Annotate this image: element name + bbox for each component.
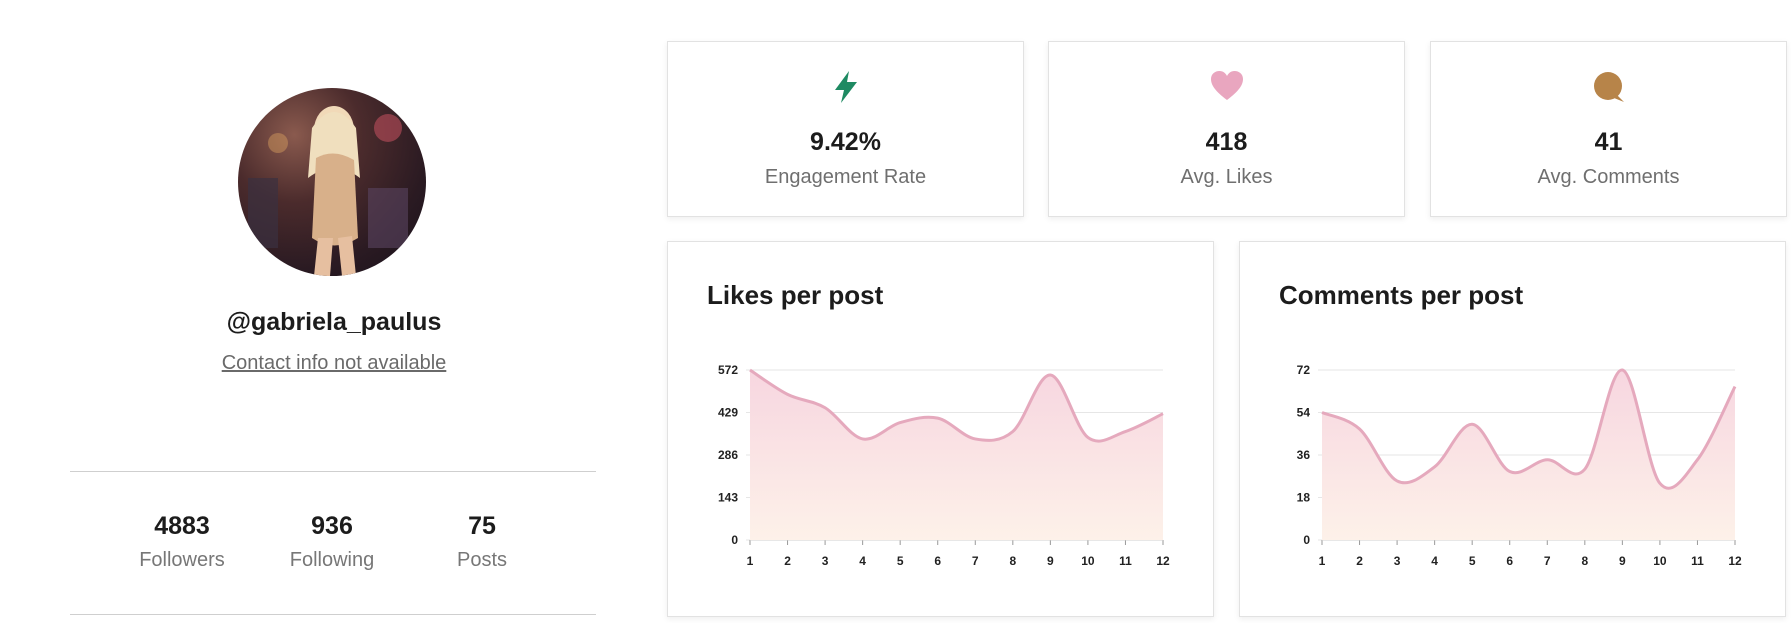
posts-stat: 75 Posts — [407, 512, 557, 572]
likes-chart-title: Likes per post — [707, 280, 884, 310]
avg-likes-label: Avg. Likes — [1180, 166, 1273, 188]
avg-likes-value: 418 — [1205, 128, 1248, 156]
followers-count: 4883 — [154, 512, 210, 540]
x-tick-label: 5 — [897, 554, 904, 568]
following-label: Following — [289, 549, 375, 571]
following-stat: 936 Following — [257, 512, 407, 572]
x-tick-label: 6 — [934, 554, 941, 568]
x-tick-label: 5 — [1469, 554, 1476, 568]
x-tick-label: 2 — [1356, 554, 1363, 568]
x-tick-label: 7 — [972, 554, 979, 568]
y-tick-label: 0 — [1303, 533, 1310, 547]
posts-label: Posts — [456, 549, 508, 571]
engagement-rate-value: 9.42% — [810, 128, 881, 156]
avatar[interactable] — [238, 88, 426, 276]
followers-label: Followers — [139, 549, 225, 571]
y-tick-label: 429 — [718, 406, 738, 420]
avg-comments-card: 41 Avg. Comments — [1430, 41, 1787, 217]
avg-comments-label: Avg. Comments — [1537, 166, 1680, 188]
profile-panel: @gabriela_paulus Contact info not availa… — [0, 0, 668, 623]
x-tick-label: 3 — [822, 554, 829, 568]
x-tick-label: 2 — [784, 554, 791, 568]
area-fill — [1322, 369, 1735, 540]
y-tick-label: 572 — [718, 363, 738, 377]
lightning-icon — [668, 70, 1023, 110]
x-tick-label: 10 — [1081, 554, 1095, 568]
x-tick-label: 9 — [1047, 554, 1054, 568]
x-tick-label: 6 — [1506, 554, 1513, 568]
x-tick-label: 11 — [1119, 554, 1132, 568]
series-line — [749, 368, 1164, 443]
comment-icon — [1431, 70, 1786, 110]
engagement-rate-label: Engagement Rate — [764, 166, 927, 188]
x-tick-label: 3 — [1394, 554, 1401, 568]
y-tick-label: 54 — [1297, 406, 1311, 420]
comments-chart-title: Comments per post — [1279, 280, 1524, 310]
x-tick-label: 8 — [1581, 554, 1588, 568]
posts-count: 75 — [468, 512, 496, 540]
comments-chart-card: Comments per post 0 18 36 54 72 1 2 3 4 5 6 7 8 9 10 11… — [1239, 241, 1786, 617]
x-tick-label: 8 — [1009, 554, 1016, 568]
heart-icon — [1049, 70, 1404, 110]
contact-info-link[interactable]: Contact info not available — [221, 352, 447, 374]
following-count: 936 — [311, 512, 353, 540]
y-tick-label: 36 — [1297, 448, 1311, 462]
x-tick-label: 1 — [1319, 554, 1326, 568]
series-line — [1321, 368, 1737, 490]
x-tick-label: 10 — [1653, 554, 1667, 568]
divider — [70, 471, 596, 472]
x-tick-label: 12 — [1728, 554, 1742, 568]
x-tick-label: 4 — [859, 554, 866, 568]
x-tick-label: 1 — [747, 554, 754, 568]
followers-stat: 4883 Followers — [107, 512, 257, 572]
divider — [70, 614, 596, 615]
likes-chart-card: Likes per post 0 143 286 429 572 1 2 3 4 5 6 7 8 9 10 1… — [667, 241, 1214, 617]
avatar-image — [248, 106, 408, 276]
x-tick-label: 9 — [1619, 554, 1626, 568]
profile-username: @gabriela_paulus — [226, 308, 442, 336]
avg-likes-card: 418 Avg. Likes — [1048, 41, 1405, 217]
area-fill — [750, 370, 1163, 540]
x-tick-label: 12 — [1156, 554, 1170, 568]
engagement-rate-card: 9.42% Engagement Rate — [667, 41, 1024, 217]
x-tick-label: 11 — [1691, 554, 1704, 568]
avg-comments-value: 41 — [1594, 128, 1623, 156]
y-tick-label: 0 — [731, 533, 738, 547]
y-tick-label: 286 — [718, 448, 738, 462]
y-tick-label: 72 — [1297, 363, 1311, 377]
x-tick-label: 4 — [1431, 554, 1438, 568]
x-tick-label: 7 — [1544, 554, 1551, 568]
y-tick-label: 143 — [718, 491, 738, 505]
y-tick-label: 18 — [1297, 491, 1311, 505]
